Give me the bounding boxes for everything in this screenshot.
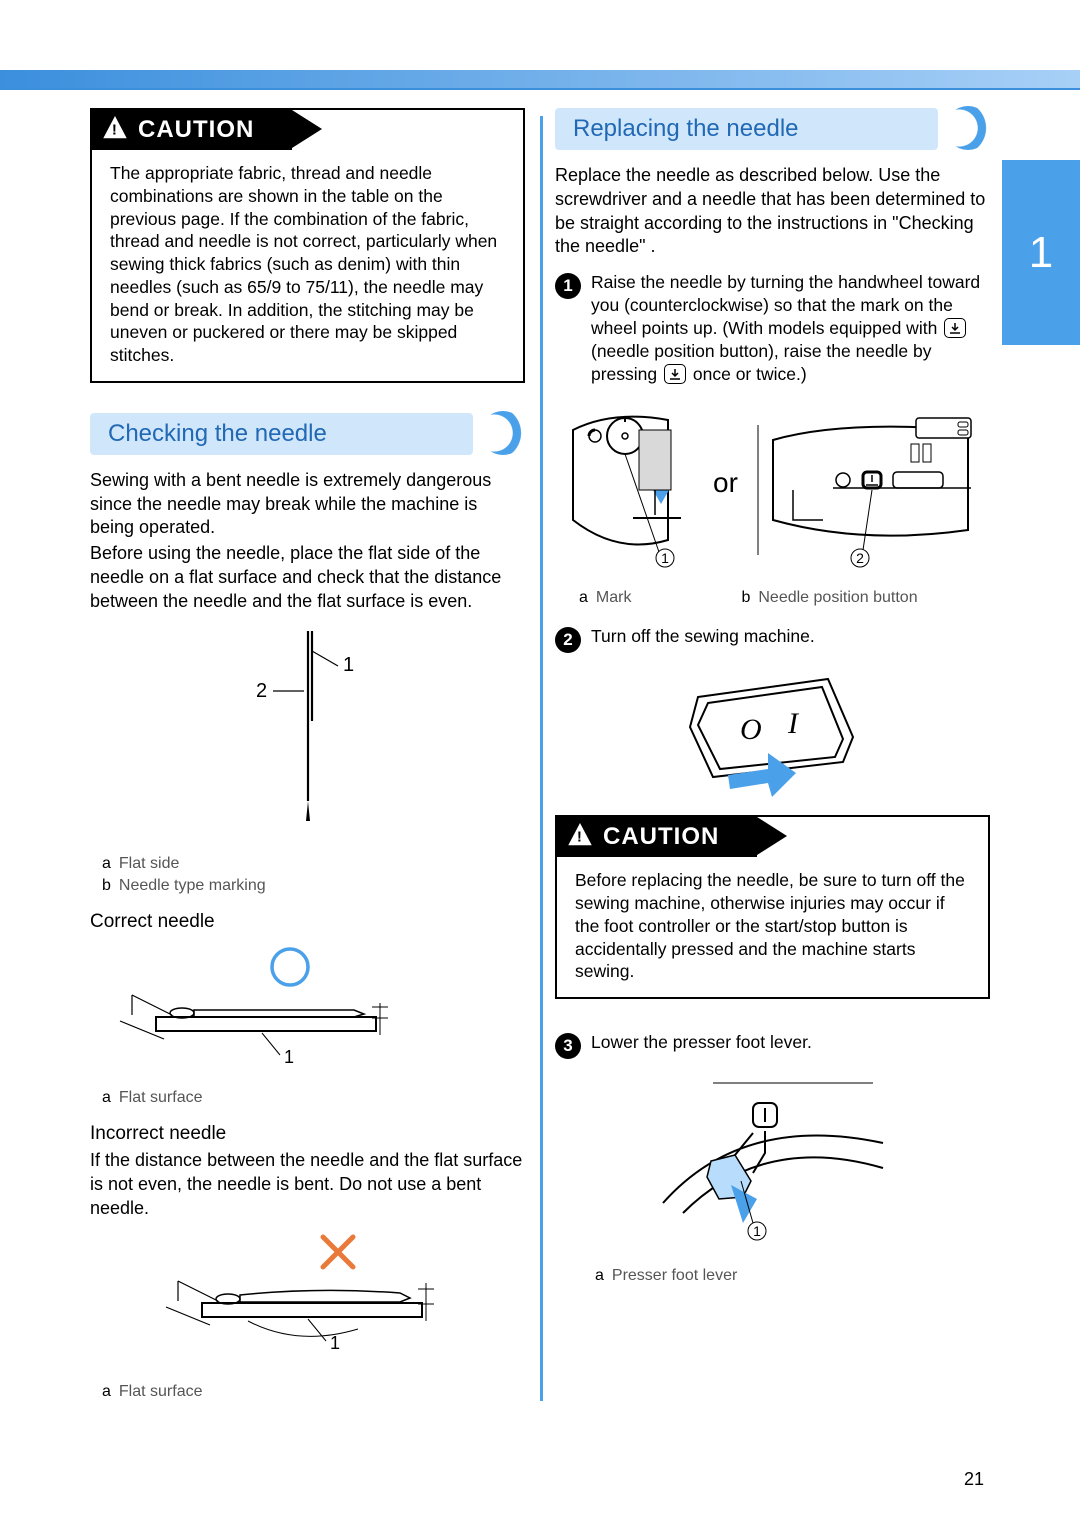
step-3-text: Lower the presser foot lever. bbox=[591, 1031, 812, 1059]
caution-label-1: CAUTION bbox=[138, 116, 254, 143]
step-1-text: Raise the needle by turning the handwhee… bbox=[591, 271, 990, 386]
warning-triangle-icon: ! bbox=[102, 115, 128, 141]
left-column: ! CAUTION The appropriate fabric, thread… bbox=[90, 108, 525, 1466]
caution-box-1: ! CAUTION The appropriate fabric, thread… bbox=[90, 108, 525, 383]
right-column: Replacing the needle Replace the needle … bbox=[555, 108, 990, 1466]
caution-body-1: The appropriate fabric, thread and needl… bbox=[92, 150, 523, 367]
heading-replacing-text: Replacing the needle bbox=[555, 108, 938, 150]
correct-heading: Correct needle bbox=[90, 911, 525, 933]
svg-text:O: O bbox=[740, 713, 762, 746]
checking-para-2: Before using the needle, place the flat … bbox=[90, 542, 525, 613]
step-2-number: 2 bbox=[555, 627, 581, 653]
caution-label-2: CAUTION bbox=[603, 823, 719, 850]
heading-replacing: Replacing the needle bbox=[555, 108, 990, 150]
needle-diagram: 1 2 bbox=[90, 621, 525, 841]
svg-text:1: 1 bbox=[330, 1333, 340, 1353]
svg-text:1: 1 bbox=[284, 1047, 294, 1067]
correct-diagram: 1 bbox=[102, 945, 525, 1075]
incorrect-legend: aFlat surface bbox=[102, 1383, 525, 1401]
incorrect-diagram: 1 bbox=[90, 1229, 525, 1369]
caution-header-1: ! CAUTION bbox=[92, 110, 292, 150]
warning-triangle-icon: ! bbox=[567, 822, 593, 848]
crescent-icon bbox=[481, 411, 525, 455]
caution-body-2: Before replacing the needle, be sure to … bbox=[557, 857, 988, 983]
step-3-number: 3 bbox=[555, 1033, 581, 1059]
svg-text:!: ! bbox=[577, 829, 583, 846]
step1-diagram: 1 or bbox=[555, 400, 990, 575]
step-3: 3 Lower the presser foot lever. bbox=[555, 1031, 990, 1059]
step-2: 2 Turn off the sewing machine. bbox=[555, 625, 990, 653]
caution-box-2: ! CAUTION Before replacing the needle, b… bbox=[555, 815, 990, 999]
svg-text:1: 1 bbox=[753, 1223, 761, 1239]
crescent-icon bbox=[946, 106, 990, 150]
svg-text:or: or bbox=[713, 467, 738, 498]
step3-diagram: 1 bbox=[555, 1073, 990, 1253]
svg-text:1: 1 bbox=[343, 654, 354, 676]
chapter-number: 1 bbox=[1029, 228, 1053, 278]
page-number: 21 bbox=[964, 1469, 984, 1490]
correct-legend: aFlat surface bbox=[102, 1089, 525, 1107]
chapter-tab: 1 bbox=[1002, 160, 1080, 345]
top-gradient-banner bbox=[0, 70, 1080, 88]
heading-checking-text: Checking the needle bbox=[90, 413, 473, 455]
needle-legend-b: bNeedle type marking bbox=[102, 877, 525, 895]
incorrect-para: If the distance between the needle and t… bbox=[90, 1149, 525, 1220]
caution-header-2: ! CAUTION bbox=[557, 817, 757, 857]
step-2-text: Turn off the sewing machine. bbox=[591, 625, 815, 653]
needle-position-button-icon bbox=[664, 364, 686, 384]
needle-position-button-icon bbox=[944, 318, 966, 338]
checking-para-1: Sewing with a bent needle is extremely d… bbox=[90, 469, 525, 540]
needle-legend: aFlat side bbox=[102, 855, 525, 873]
heading-checking: Checking the needle bbox=[90, 413, 525, 455]
step1-legend: aMark bNeedle position button bbox=[579, 589, 990, 607]
page-grid: ! CAUTION The appropriate fabric, thread… bbox=[90, 108, 990, 1466]
step2-diagram: O I bbox=[555, 667, 990, 797]
svg-text:2: 2 bbox=[256, 680, 267, 702]
svg-text:2: 2 bbox=[856, 550, 864, 566]
svg-text:1: 1 bbox=[661, 550, 669, 566]
svg-text:!: ! bbox=[112, 122, 118, 139]
incorrect-heading: Incorrect needle bbox=[90, 1123, 525, 1145]
replacing-para: Replace the needle as described below. U… bbox=[555, 164, 990, 259]
step3-legend: aPresser foot lever bbox=[595, 1267, 990, 1285]
step-1: 1 Raise the needle by turning the handwh… bbox=[555, 271, 990, 386]
step-1-number: 1 bbox=[555, 273, 581, 299]
